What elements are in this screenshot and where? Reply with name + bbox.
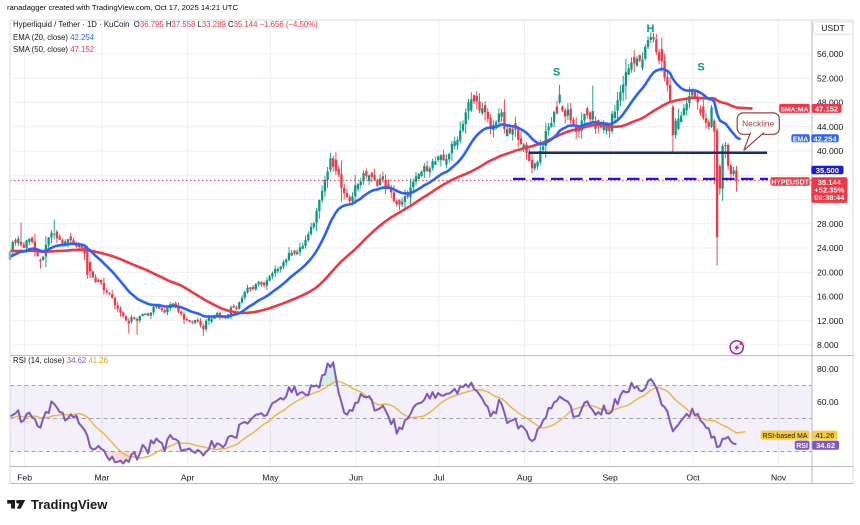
- svg-text:Mar: Mar: [94, 473, 109, 483]
- svg-text:Neckline: Neckline: [742, 118, 774, 128]
- svg-text:S: S: [697, 62, 704, 74]
- svg-text:52.000: 52.000: [817, 74, 844, 84]
- svg-text:Nov: Nov: [771, 473, 787, 483]
- svg-text:+52.35%: +52.35%: [814, 185, 844, 194]
- svg-text:80.00: 80.00: [817, 364, 839, 374]
- svg-text:USDT: USDT: [821, 23, 845, 33]
- svg-text:Aug: Aug: [517, 473, 533, 483]
- svg-text:8.000: 8.000: [817, 340, 839, 350]
- svg-text:09:38:44: 09:38:44: [814, 193, 845, 202]
- svg-text:RSI-based MA: RSI-based MA: [763, 433, 808, 440]
- svg-text:48.000: 48.000: [817, 98, 844, 108]
- svg-text:41.26: 41.26: [815, 431, 834, 440]
- svg-text:35.500: 35.500: [816, 166, 839, 175]
- svg-text:16.000: 16.000: [817, 292, 844, 302]
- svg-text:RSI: RSI: [796, 443, 808, 450]
- svg-text:44.000: 44.000: [817, 122, 844, 132]
- svg-text:S: S: [553, 67, 560, 79]
- svg-text:35.144: 35.144: [818, 178, 842, 187]
- svg-text:56.000: 56.000: [817, 49, 844, 59]
- svg-text:Feb: Feb: [17, 473, 32, 483]
- svg-text:40.000: 40.000: [817, 146, 844, 156]
- svg-text:60.00: 60.00: [817, 397, 839, 407]
- svg-text:47.152: 47.152: [815, 104, 838, 113]
- svg-text:34.62: 34.62: [816, 441, 835, 450]
- svg-text:Apr: Apr: [181, 473, 195, 483]
- svg-text:SMA:MA: SMA:MA: [780, 106, 808, 113]
- svg-text:Sep: Sep: [602, 473, 618, 483]
- svg-text:Jul: Jul: [433, 473, 444, 483]
- svg-text:24.000: 24.000: [817, 243, 844, 253]
- svg-text:Jun: Jun: [349, 473, 363, 483]
- svg-text:EMA: EMA: [793, 136, 809, 143]
- svg-text:H: H: [647, 23, 655, 35]
- svg-text:HYPEUSDT: HYPEUSDT: [771, 180, 809, 187]
- svg-text:28.000: 28.000: [817, 219, 844, 229]
- svg-text:12.000: 12.000: [817, 316, 844, 326]
- svg-text:20.000: 20.000: [817, 267, 844, 277]
- svg-text:May: May: [262, 473, 279, 483]
- svg-text:42.254: 42.254: [813, 134, 837, 143]
- svg-text:Oct: Oct: [686, 473, 700, 483]
